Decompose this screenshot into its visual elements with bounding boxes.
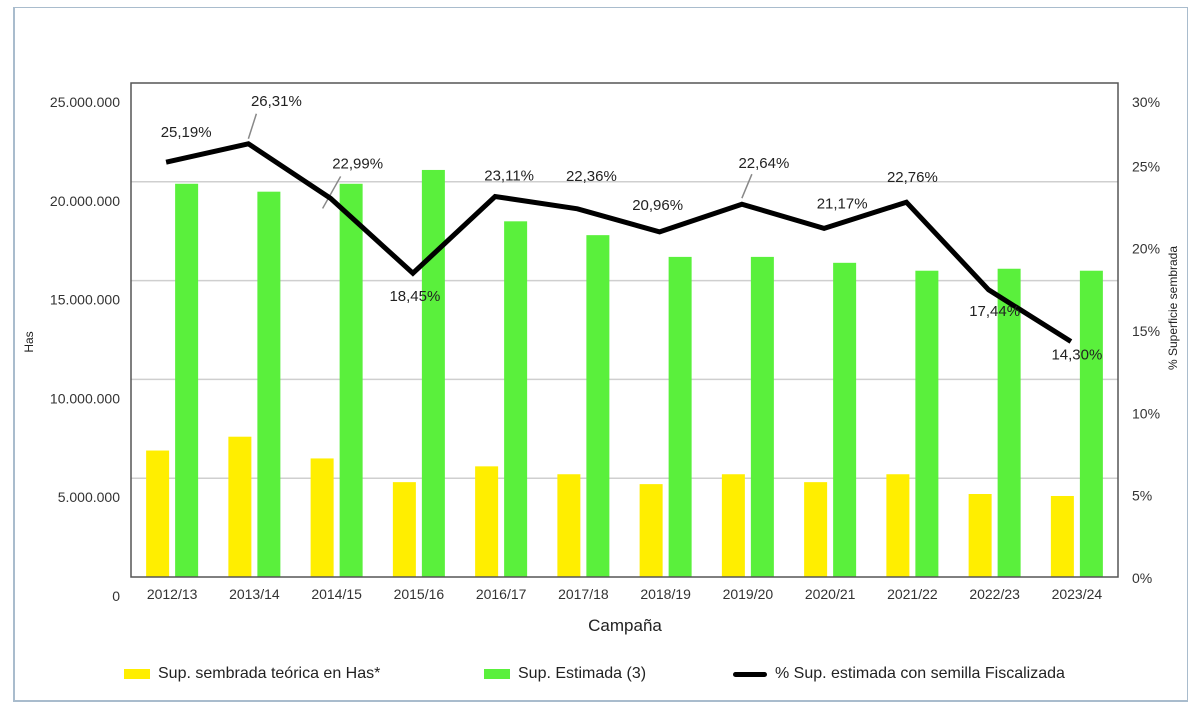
data-label: 20,96% [632,197,683,214]
bar-sup-estimada [586,235,610,578]
bar-sup-sembrada [968,494,992,577]
bar-sup-sembrada [392,482,416,577]
x-tick-label: 2016/17 [476,586,527,602]
data-label: 26,31% [251,93,302,110]
leader-line [741,173,753,199]
bar-sup-estimada [997,268,1021,577]
bar-sup-estimada [915,270,939,577]
label-leader-lines [247,113,753,209]
y-tick-label: 25.000.000 [50,94,120,110]
gridlines [131,181,1118,479]
y2-tick-label: 10% [1132,405,1160,421]
bar-sup-estimada [421,169,445,577]
x-tick-label: 2019/20 [723,586,774,602]
legend-swatch-yellow [124,669,150,679]
y-tick-label: 0 [112,588,120,604]
bar-sup-estimada [504,221,528,577]
legend-item-pct-fiscalizada: % Sup. estimada con semilla Fiscalizada [733,665,1065,683]
y-axis-right-ticks: 0% 5% 10% 15% 20% 25% 30% [1132,94,1160,586]
x-tick-label: 2018/19 [640,586,691,602]
bar-sup-sembrada [886,474,910,577]
bar-sup-estimada [339,183,363,577]
x-tick-label: 2021/22 [887,586,938,602]
x-tick-label: 2015/16 [394,586,445,602]
y2-tick-label: 30% [1132,94,1160,110]
x-tick-label: 2022/23 [969,586,1020,602]
y2-axis-title: % Superficie sembrada [1166,246,1180,370]
legend-swatch-line [733,671,767,677]
data-label: 25,19% [161,124,212,141]
bars [146,169,1103,578]
leader-line [247,113,258,139]
x-tick-label: 2013/14 [229,586,280,602]
legend-item-sup-estimada: Sup. Estimada (3) [484,665,646,683]
bar-sup-estimada [833,262,857,577]
bar-sup-sembrada [721,474,745,577]
bar-sup-sembrada [804,482,828,577]
y-tick-label: 15.000.000 [50,292,120,308]
x-axis-ticks: 2012/13 2013/14 2014/15 2015/16 2016/17 2017/… [147,586,1103,602]
y-axis-left-ticks: 0 5.000.000 10.000.000 15.000.000 20.000.000… [50,94,120,604]
y2-tick-label: 20% [1132,241,1160,257]
legend-swatch-green [484,669,510,679]
data-label: 22,36% [566,168,617,185]
line-series-pct-fiscalizada [165,141,1073,344]
bar-sup-sembrada [557,474,581,577]
legend-label: Sup. sembrada teórica en Has* [158,665,381,682]
bar-sup-sembrada [475,466,499,577]
bar-sup-estimada [1079,270,1103,577]
data-label: 22,76% [887,169,938,186]
x-tick-label: 2017/18 [558,586,609,602]
legend-label: Sup. Estimada (3) [518,665,647,682]
bar-sup-sembrada [146,450,170,577]
data-label: 14,30% [1051,347,1102,364]
bar-sup-estimada [257,191,281,577]
data-label: 22,64% [738,155,789,172]
bar-sup-sembrada [639,484,663,577]
legend: Sup. sembrada teórica en Has* Sup. Estim… [0,665,1200,689]
y-tick-label: 5.000.000 [58,489,120,505]
y2-tick-label: 5% [1132,488,1152,504]
bar-sup-sembrada [228,436,252,577]
y-axis-title: Has [22,331,36,352]
y2-tick-label: 25% [1132,158,1160,174]
bar-sup-estimada [750,256,774,577]
bar-sup-estimada [175,183,199,577]
x-tick-label: 2012/13 [147,586,198,602]
y2-tick-label: 0% [1132,570,1152,586]
data-label: 23,11% [484,167,534,184]
data-label: 22,99% [332,155,383,172]
y-tick-label: 10.000.000 [50,390,120,406]
bar-sup-sembrada [1050,495,1074,577]
y2-tick-label: 15% [1132,323,1160,339]
x-tick-label: 2014/15 [311,586,362,602]
legend-item-sup-sembrada: Sup. sembrada teórica en Has* [124,665,380,683]
data-label: 17,44% [969,303,1020,320]
data-label: 18,45% [389,288,440,305]
bar-sup-sembrada [310,458,334,577]
data-label: 21,17% [817,195,868,212]
x-tick-label: 2023/24 [1052,586,1103,602]
y-tick-label: 20.000.000 [50,193,120,209]
x-tick-label: 2020/21 [805,586,856,602]
x-axis-title: Campaña [588,616,662,635]
leader-line [321,176,342,209]
legend-label: % Sup. estimada con semilla Fiscalizada [775,665,1065,682]
data-labels: 25,19% 26,31% 22,99% 18,45% 23,11% 22,36% 20,9… [161,93,1103,364]
plot-area-border [130,82,1119,578]
bar-sup-estimada [668,256,692,577]
